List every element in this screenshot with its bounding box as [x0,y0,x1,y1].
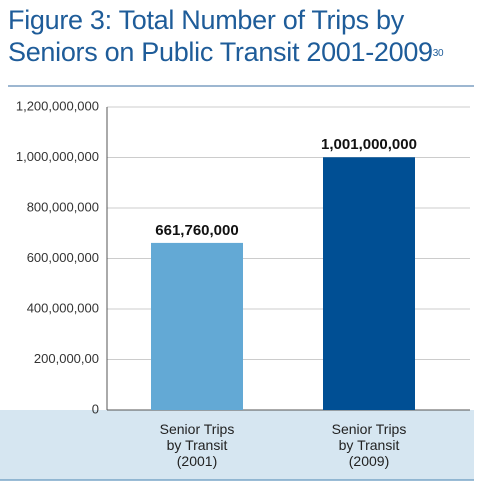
data-label: 1,001,000,000 [321,136,417,153]
y-tick-label: 600,000,000 [27,250,99,265]
title-superscript: 30 [432,48,444,59]
y-tick-label: 400,000,000 [27,300,99,315]
x-tick-label: Senior Trips by Transit (2009) [331,421,407,469]
data-label: 661,760,000 [155,222,238,239]
y-tick-label: 1,000,000,000 [16,149,99,164]
category-band [0,410,474,480]
y-tick-label: 1,200,000,000 [16,98,99,113]
bar [323,157,415,410]
y-tick-label: 200,000,00 [34,351,99,366]
x-tick-label: Senior Trips by Transit (2001) [159,421,235,469]
y-tick-label: 0 [92,401,99,416]
title-text: Figure 3: Total Number of Trips by Senio… [8,5,433,67]
bar [151,242,243,410]
chart-title: Figure 3: Total Number of Trips by Senio… [8,4,473,68]
y-tick-label: 800,000,000 [27,199,99,214]
